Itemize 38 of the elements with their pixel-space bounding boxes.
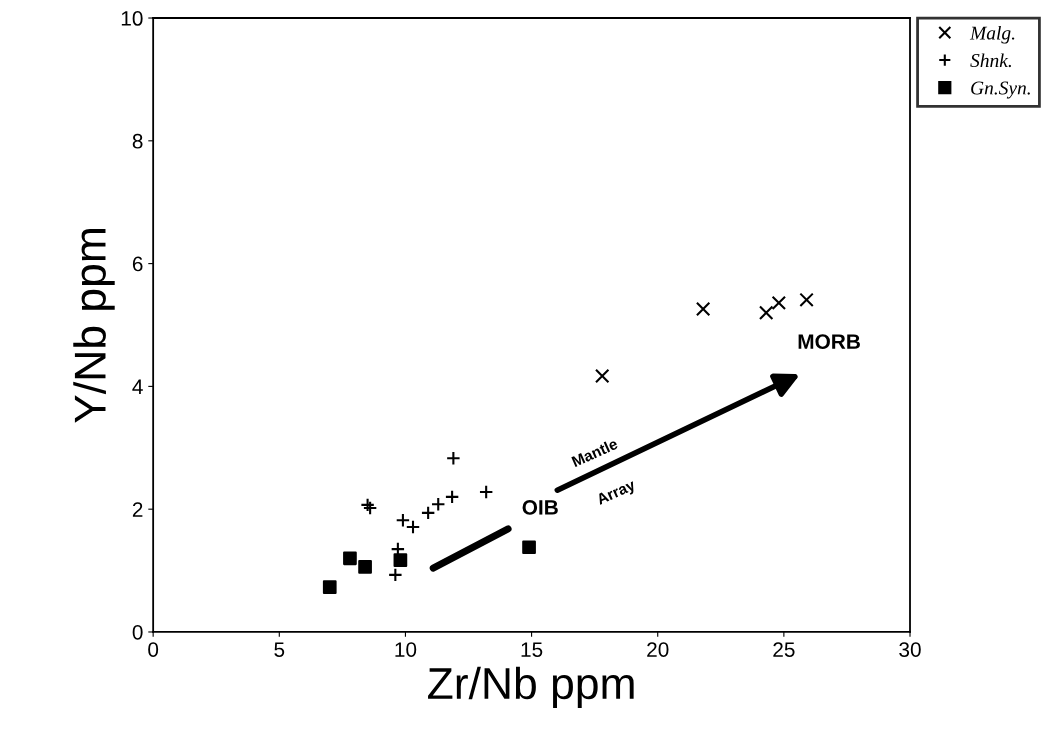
x-tick-label: 0: [148, 642, 159, 657]
y-tick-label: 6: [132, 256, 143, 272]
legend-label: Malg.: [969, 25, 1015, 44]
point: [446, 450, 461, 466]
point: [594, 368, 610, 384]
point: [322, 580, 337, 594]
annotation: OIB: [522, 500, 558, 515]
point: [393, 553, 408, 567]
x-tick-label: 5: [274, 642, 285, 657]
x-tick-label: 25: [773, 642, 795, 657]
y-tick-label: 10: [121, 11, 143, 26]
point: [420, 505, 436, 521]
annotation: Array: [595, 479, 638, 508]
point: [758, 305, 774, 320]
y-tick-label: 4: [132, 379, 143, 394]
point: [522, 540, 536, 555]
point: [444, 489, 460, 505]
point: [771, 295, 787, 311]
legend-label: Gn.Syn.: [971, 81, 1030, 99]
point: [395, 512, 411, 528]
point: [695, 301, 711, 317]
x-axis-title: Zr/Nb ppm: [428, 666, 634, 709]
point: [358, 560, 372, 574]
point: [430, 497, 446, 512]
y-tick-label: 0: [132, 624, 143, 640]
legend-label: Shnk.: [970, 53, 1011, 68]
point: [343, 551, 357, 566]
point: [388, 567, 403, 583]
point: [405, 519, 421, 535]
x-tick-label: 10: [395, 642, 417, 657]
annotation: MORB: [798, 334, 860, 350]
y-tick-label: 8: [132, 133, 143, 149]
y-axis-title: Y/Nb ppm: [73, 229, 115, 423]
x-tick-label: 20: [647, 642, 669, 657]
x-tick-label: 15: [521, 642, 543, 657]
y-tick-label: 2: [132, 502, 143, 517]
point: [799, 292, 814, 308]
x-tick-label: 30: [899, 642, 921, 657]
